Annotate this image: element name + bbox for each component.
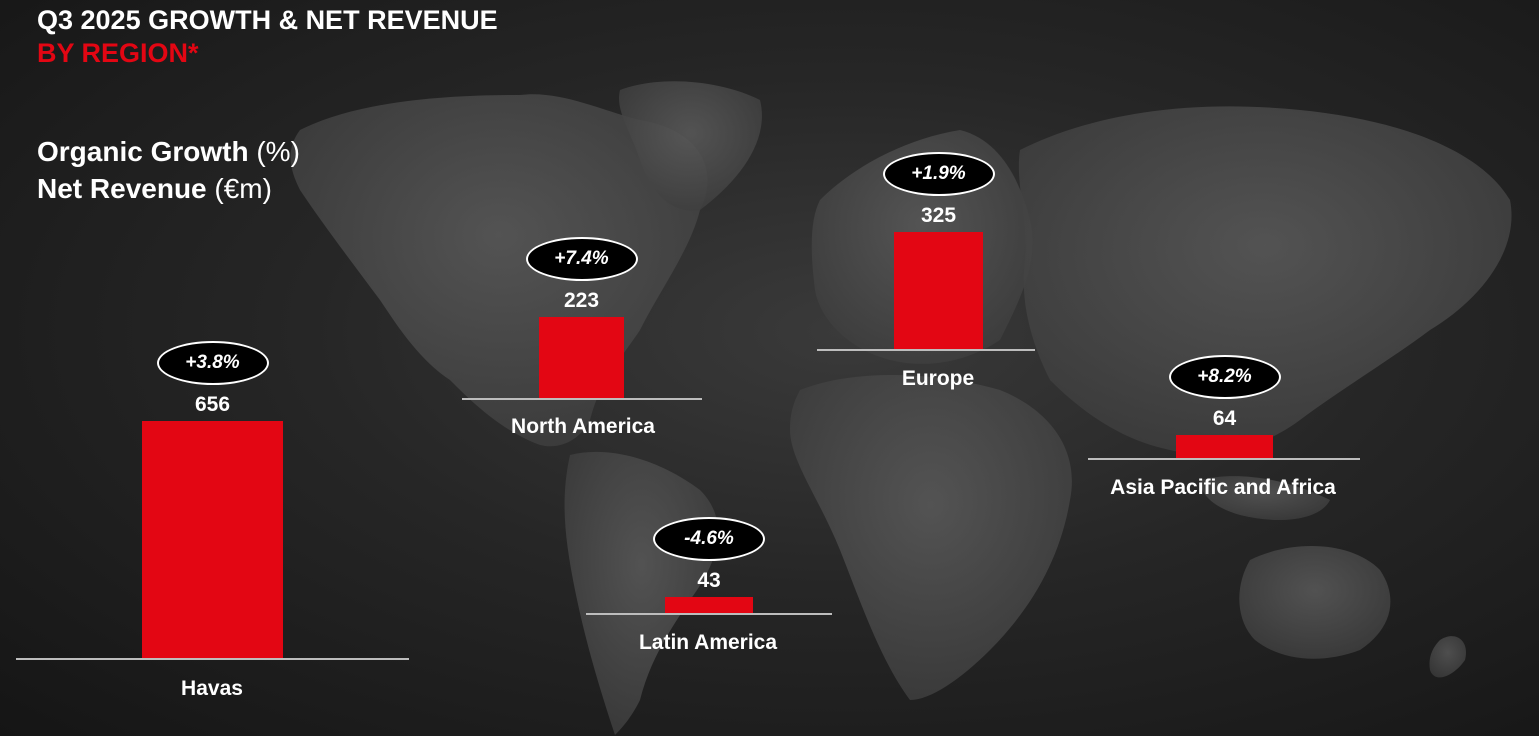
- legend-revenue-label: Net Revenue: [37, 173, 207, 204]
- legend-growth-unit: (%): [248, 136, 300, 167]
- title-line-2: BY REGION*: [37, 38, 199, 68]
- new-zealand-landmass: [1429, 636, 1466, 678]
- asia-landmass: [1018, 106, 1512, 454]
- greenland-landmass: [619, 81, 762, 211]
- south-america-landmass: [564, 451, 719, 735]
- legend-growth-label: Organic Growth: [37, 136, 249, 167]
- page-title: Q3 2025 GROWTH & NET REVENUE BY REGION*: [37, 4, 498, 70]
- africa-landmass: [790, 375, 1072, 700]
- title-line-1: Q3 2025 GROWTH & NET REVENUE: [37, 5, 498, 35]
- australia-landmass: [1239, 546, 1391, 659]
- legend-growth: Organic Growth (%): [37, 133, 300, 170]
- southeast-asia-islands: [1200, 476, 1330, 520]
- chart-legend: Organic Growth (%) Net Revenue (€m): [37, 133, 300, 207]
- legend-revenue: Net Revenue (€m): [37, 170, 300, 207]
- europe-landmass: [811, 130, 1033, 364]
- legend-revenue-unit: (€m): [206, 173, 272, 204]
